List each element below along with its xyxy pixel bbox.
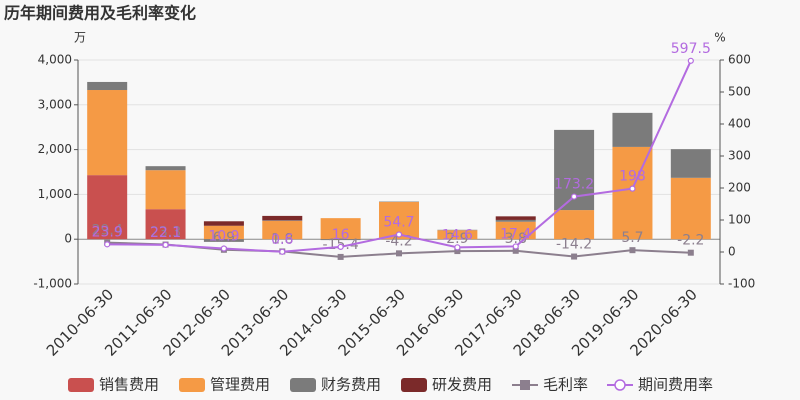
- bar: [670, 177, 711, 240]
- bar: [612, 146, 653, 240]
- data-label: 54.7: [383, 214, 414, 230]
- bar: [203, 239, 244, 242]
- bar: [145, 209, 186, 240]
- y2-tick-label: 500: [728, 85, 751, 99]
- bar: [87, 90, 128, 176]
- y-tick-label: 2,000: [38, 142, 72, 156]
- point: [454, 248, 461, 255]
- data-label: 597.5: [671, 41, 711, 57]
- bar: [262, 215, 303, 221]
- data-label: 14.6: [442, 227, 473, 243]
- y2-tick-label: 300: [728, 149, 751, 163]
- legend-swatch: [68, 378, 94, 392]
- y-unit: 万: [74, 31, 86, 45]
- bar: [612, 112, 653, 147]
- bar: [262, 220, 303, 240]
- point: [337, 253, 344, 260]
- data-label: 198: [619, 169, 646, 185]
- data-label: 29.4: [92, 223, 123, 239]
- legend-label: 管理费用: [210, 376, 270, 394]
- bar: [495, 221, 536, 240]
- bar: [437, 230, 478, 240]
- bar: [145, 166, 186, 171]
- point: [512, 243, 519, 250]
- legend-swatch: [179, 378, 205, 392]
- y-tick-label: 1,000: [38, 187, 72, 201]
- point: [337, 243, 344, 250]
- bar: [87, 175, 128, 240]
- legend-label: 毛利率: [543, 376, 588, 394]
- legend-swatch: [401, 378, 427, 392]
- point: [279, 248, 286, 255]
- point: [162, 241, 169, 249]
- data-label: 0.6: [271, 232, 293, 248]
- data-label: -14.2: [556, 237, 592, 253]
- point: [396, 250, 402, 257]
- y2-tick-label: 600: [728, 53, 751, 67]
- legend-label: 研发费用: [432, 376, 492, 394]
- point: [454, 244, 461, 251]
- data-label: 10.9: [208, 229, 239, 245]
- y-tick-label: 3,000: [38, 97, 72, 111]
- data-label: 22.1: [150, 225, 181, 241]
- bar: [145, 170, 186, 210]
- point: [571, 253, 578, 260]
- data-label: 173.2: [554, 177, 594, 193]
- point: [220, 245, 228, 252]
- legend-marker: [614, 379, 626, 391]
- point: [512, 247, 519, 254]
- bar: [203, 221, 244, 226]
- y-tick-label: 0: [64, 232, 72, 246]
- chart-title: 历年期间费用及毛利率变化: [4, 4, 196, 23]
- y2-tick-label: 0: [728, 245, 736, 259]
- data-label: 5.7: [621, 230, 643, 246]
- data-label: 16: [332, 227, 350, 243]
- y2-tick-label: 200: [728, 181, 751, 195]
- data-label: 23.3: [150, 225, 181, 241]
- bar: [495, 216, 536, 220]
- legend-item[interactable]: 毛利率: [512, 376, 588, 394]
- legend-label: 财务费用: [321, 376, 381, 394]
- data-label: 17.4: [500, 226, 531, 242]
- legend-label: 期间费用率: [638, 376, 713, 394]
- legend-marker: [520, 380, 530, 390]
- legend-item[interactable]: 期间费用率: [607, 376, 713, 394]
- point: [629, 185, 636, 192]
- legend-item[interactable]: 管理费用: [179, 376, 270, 394]
- legend-item[interactable]: 财务费用: [290, 376, 381, 394]
- data-label: 2.9: [446, 231, 468, 247]
- bar: [203, 225, 244, 240]
- data-label: 6.9: [213, 230, 235, 246]
- y-tick-label: 4,000: [38, 53, 72, 67]
- legend-swatch: [290, 378, 316, 392]
- point: [570, 193, 578, 200]
- bar: [320, 239, 361, 241]
- point: [687, 249, 694, 256]
- y2-unit: %: [714, 31, 725, 45]
- data-label: -4.2: [385, 233, 412, 249]
- bar: [87, 81, 128, 91]
- y2-tick-label: -100: [728, 277, 755, 291]
- bar: [320, 218, 361, 240]
- point: [104, 241, 111, 248]
- y2-tick-label: 100: [728, 213, 751, 227]
- data-label: 23.9: [92, 224, 123, 240]
- legend-item[interactable]: 销售费用: [68, 376, 159, 394]
- y2-tick-label: 400: [728, 117, 751, 131]
- data-label: 1.8: [271, 231, 293, 247]
- bar: [670, 149, 711, 178]
- point: [395, 231, 403, 238]
- data-label: -2.2: [677, 233, 704, 249]
- point: [629, 247, 636, 254]
- y-tick-label: -1,000: [33, 277, 72, 291]
- legend-label: 销售费用: [99, 376, 159, 394]
- bar: [495, 219, 536, 222]
- point: [687, 57, 694, 64]
- bar: [554, 210, 595, 240]
- legend-item[interactable]: 研发费用: [401, 376, 492, 394]
